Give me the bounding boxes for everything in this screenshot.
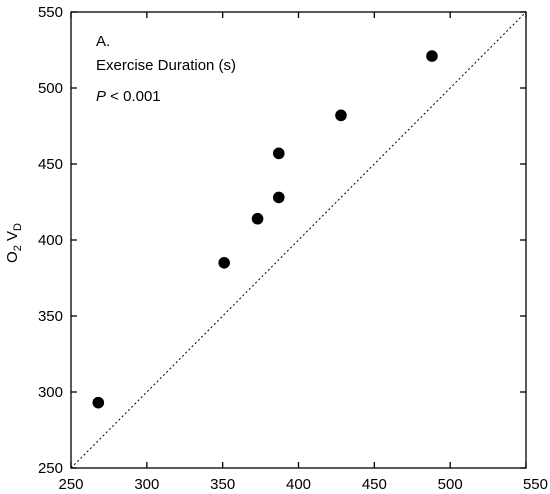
p-value: < 0.001 <box>106 88 161 105</box>
p-value-label: P < 0.001 <box>96 88 161 105</box>
x-tick-label: 500 <box>438 476 463 493</box>
data-point <box>92 396 105 409</box>
y-tick-label: 500 <box>38 80 63 97</box>
x-tick-label: 300 <box>134 476 159 493</box>
data-point <box>251 212 264 225</box>
x-tick-label: 400 <box>286 476 311 493</box>
y-label-sub-2: D <box>12 223 24 231</box>
y-tick-label: 450 <box>38 156 63 173</box>
data-points <box>92 50 438 409</box>
data-point <box>335 109 347 122</box>
y-tick-label: 350 <box>38 308 63 325</box>
data-point <box>272 191 285 204</box>
data-point <box>218 257 230 269</box>
identity-line <box>70 11 527 469</box>
p-symbol: P <box>96 88 106 105</box>
y-tick-label: 400 <box>38 232 63 249</box>
x-tick-label: 450 <box>362 476 387 493</box>
measure-label: Exercise Duration (s) <box>96 57 236 74</box>
y-label-sub-1: 2 <box>12 245 24 251</box>
y-tick-label: 550 <box>38 4 63 21</box>
y-label-mid: V <box>4 231 21 245</box>
y-tick-label: 250 <box>38 460 63 477</box>
x-tick-label: 350 <box>210 476 235 493</box>
x-tick-label: 550 <box>523 476 548 493</box>
y-axis-label: O2 VD <box>4 223 24 263</box>
panel-label: A. <box>96 33 110 50</box>
tick-labels: 250 300 350 400 450 500 550 250 300 350 400 450 500 5… <box>38 4 548 493</box>
data-point <box>272 147 285 160</box>
x-tick-label: 250 <box>58 476 83 493</box>
y-tick-label: 300 <box>38 384 63 401</box>
data-point <box>426 50 438 62</box>
y-label-main: O <box>4 251 21 263</box>
axis-ticks <box>70 11 527 469</box>
